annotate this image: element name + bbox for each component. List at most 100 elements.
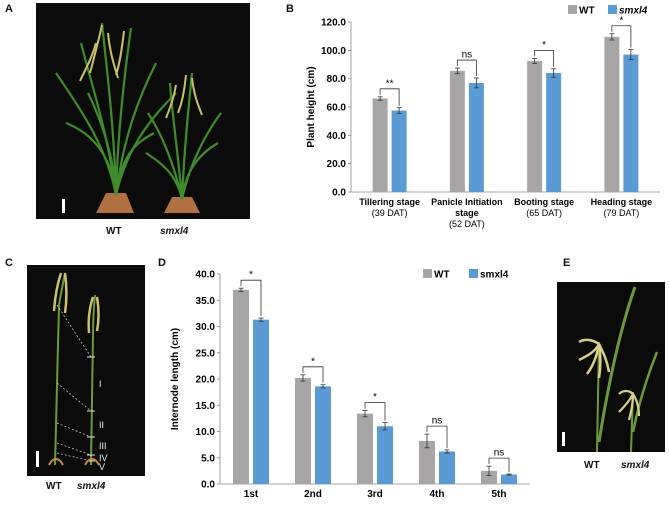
- d-y-axis-label: Internode length (cm): [170, 328, 181, 430]
- smxl4-label-c: smxl4: [77, 481, 106, 492]
- d-y-tick-label: 40.0: [196, 270, 216, 281]
- b-y-tick-label: 20.0: [327, 159, 347, 170]
- panicle-photo-e: [557, 282, 665, 452]
- d-y-tick-label: 10.0: [196, 427, 216, 438]
- internode-mark-3: III: [99, 441, 107, 451]
- smxl4-plant-drawing: [145, 72, 222, 213]
- b-category-label: stage: [455, 208, 479, 218]
- d-significance-bracket: [488, 457, 510, 473]
- d-category-label: 4th: [430, 489, 445, 500]
- scale-bar: [62, 199, 65, 213]
- d-significance-bracket: [426, 425, 448, 448]
- b-bar-wt: [372, 98, 388, 192]
- d-y-tick-label: 15.0: [196, 401, 216, 412]
- panel-letter-a: A: [5, 3, 13, 15]
- b-category-label: (52 DAT): [449, 219, 485, 229]
- wt-label-c: WT: [46, 481, 62, 492]
- d-bar-smxl4: [501, 474, 517, 484]
- b-bar-wt: [449, 70, 465, 192]
- b-significance-label: **: [386, 78, 394, 89]
- d-significance-label: *: [249, 270, 253, 281]
- b-legend-swatch-smxl4: [608, 5, 617, 14]
- d-bar-smxl4: [377, 426, 393, 484]
- b-significance-label: *: [619, 15, 623, 26]
- b-significance-bracket: [534, 50, 555, 67]
- b-category-label: Panicle Initiation: [431, 197, 503, 207]
- internode-mark-1: I: [99, 379, 102, 389]
- b-y-tick-label: 60.0: [327, 103, 347, 114]
- wt-plant-drawing: [55, 22, 177, 213]
- d-significance-label: ns: [432, 416, 443, 427]
- b-significance-label: ns: [462, 50, 473, 61]
- d-category-label: 5th: [492, 489, 507, 500]
- d-bar-wt: [481, 470, 497, 484]
- d-significance-bracket: [240, 279, 262, 317]
- d-legend-label-wt: WT: [434, 270, 450, 281]
- b-bar-wt: [604, 36, 620, 192]
- d-bar-smxl4: [439, 451, 455, 484]
- d-bar-smxl4: [253, 319, 269, 484]
- b-bar-smxl4: [468, 82, 484, 192]
- b-y-tick-label: 80.0: [327, 74, 347, 85]
- smxl4-label-a: smxl4: [160, 226, 189, 237]
- d-y-tick-label: 5.0: [201, 453, 215, 464]
- b-y-tick-label: 120.0: [321, 18, 346, 29]
- wt-label-a: WT: [106, 226, 122, 237]
- b-significance-bracket: [611, 25, 632, 48]
- d-y-tick-label: 35.0: [196, 296, 216, 307]
- d-category-label: 3rd: [367, 489, 383, 500]
- panel-letter-e: E: [563, 257, 571, 269]
- wt-label-e: WT: [584, 460, 600, 471]
- d-significance-label: *: [311, 356, 315, 367]
- b-category-label: (65 DAT): [526, 208, 562, 218]
- internode-mark-5: V: [99, 462, 105, 472]
- d-legend-swatch-wt: [423, 269, 432, 278]
- culm-photo-c: I II III IV V: [27, 265, 145, 476]
- b-y-tick-label: 0.0: [332, 188, 346, 199]
- d-y-tick-label: 20.0: [196, 375, 216, 386]
- b-category-label: Booting stage: [514, 197, 574, 207]
- plant-photo-a: [36, 3, 250, 219]
- d-bar-smxl4: [315, 386, 331, 484]
- d-category-label: 2nd: [304, 489, 322, 500]
- b-bar-smxl4: [546, 73, 562, 192]
- d-bar-wt: [233, 289, 249, 484]
- panel-letter-b: B: [286, 3, 294, 15]
- b-category-label: Heading stage: [591, 197, 653, 207]
- d-y-tick-label: 30.0: [196, 322, 216, 333]
- smxl4-label-e: smxl4: [621, 460, 650, 471]
- d-y-tick-label: 0.0: [201, 480, 215, 491]
- d-bar-wt: [295, 377, 311, 484]
- b-legend-label-wt: WT: [579, 6, 595, 17]
- d-significance-label: ns: [494, 448, 505, 459]
- d-significance-label: *: [373, 392, 377, 403]
- b-significance-bracket: [379, 88, 400, 106]
- b-category-label: (79 DAT): [603, 208, 639, 218]
- d-legend-swatch-smxl4: [469, 269, 478, 278]
- panel-letter-c: C: [5, 257, 13, 269]
- b-legend-label-smxl4: smxl4: [619, 6, 648, 17]
- scale-bar: [562, 432, 565, 446]
- b-category-label: (39 DAT): [372, 208, 408, 218]
- b-category-label: Tillering stage: [359, 197, 420, 207]
- d-bar-wt: [357, 413, 373, 484]
- internode-mark-4: IV: [99, 453, 108, 463]
- d-category-label: 1st: [244, 489, 259, 500]
- b-bar-smxl4: [391, 110, 407, 192]
- b-bar-smxl4: [623, 54, 639, 193]
- d-bar-wt: [419, 440, 435, 484]
- d-y-tick-label: 25.0: [196, 348, 216, 359]
- wt-panicle-drawing: [578, 338, 611, 379]
- b-legend-swatch-wt: [568, 5, 577, 14]
- d-significance-bracket: [364, 402, 386, 421]
- scale-bar: [36, 451, 39, 467]
- b-significance-bracket: [456, 59, 477, 76]
- b-y-tick-label: 40.0: [327, 131, 347, 142]
- smxl4-panicle-drawing: [618, 389, 641, 421]
- b-bar-wt: [527, 60, 543, 193]
- b-y-tick-label: 100.0: [321, 46, 346, 57]
- panel-letter-d: D: [158, 257, 166, 269]
- internode-mark-2: II: [99, 420, 104, 430]
- b-significance-label: *: [542, 40, 546, 51]
